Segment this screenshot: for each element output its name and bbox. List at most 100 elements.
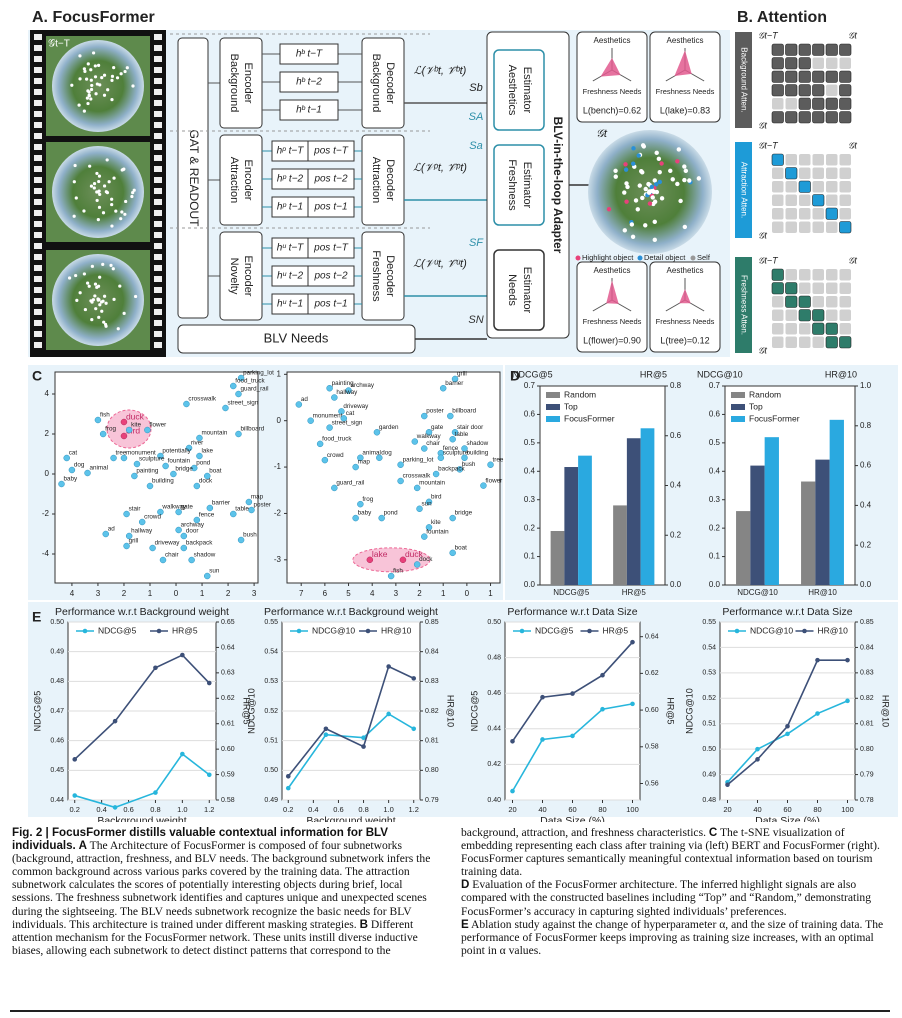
- node-dot: [67, 276, 72, 280]
- sprocket: [154, 265, 162, 271]
- object-dot: [670, 177, 675, 182]
- object-dot: [625, 184, 630, 190]
- series-point: [153, 665, 158, 671]
- radar-score: L(lake)=0.83: [660, 105, 710, 115]
- node-dot: [112, 176, 116, 180]
- atten-cell: [771, 282, 784, 295]
- y2-tick-label: 0.85: [860, 619, 874, 626]
- atten-cell: [839, 323, 851, 335]
- node-dot: [120, 210, 124, 214]
- embedding-point: [399, 556, 407, 564]
- caption-label: Fig. 2 | FocusFormer distills valuable c…: [12, 826, 389, 853]
- score-label: Sb: [469, 82, 482, 94]
- atten-cell: [799, 221, 811, 233]
- node-dot: [124, 199, 128, 204]
- y-tick-label: 0.50: [487, 619, 501, 626]
- sprocket: [154, 188, 162, 194]
- radar-shape: [679, 289, 691, 304]
- node-dot: [110, 78, 114, 82]
- x-tick-label: 1: [488, 589, 493, 598]
- node-dot: [89, 97, 93, 101]
- point-label: crosswalk: [188, 396, 216, 403]
- object-dot: [624, 181, 629, 186]
- embedding-point: [222, 404, 229, 412]
- object-dot: [637, 183, 642, 188]
- node-dot: [74, 196, 78, 200]
- legend-dot: [637, 255, 643, 261]
- x-tick-label: 1: [441, 589, 446, 598]
- x-tick-label: 0.6: [123, 805, 133, 814]
- estimator-box: [493, 249, 545, 331]
- node-dot: [86, 281, 90, 285]
- object-dot: [678, 198, 683, 204]
- y2-axis-title: HR@5: [640, 369, 667, 379]
- atten-cell: [812, 296, 824, 308]
- embedding-point: [120, 418, 128, 426]
- legend-marker: [365, 628, 371, 634]
- series-point: [785, 723, 790, 729]
- embedding-point: [63, 454, 70, 462]
- sprocket: [154, 56, 162, 62]
- node-dot: [94, 307, 98, 311]
- x-tick-label: 80: [598, 805, 606, 814]
- object-dot: [652, 237, 657, 243]
- node-dot: [123, 69, 127, 74]
- embedding-point: [102, 530, 109, 538]
- sprocket: [154, 254, 162, 260]
- series-point: [285, 785, 291, 791]
- caption-paragraph: E Ablation study against the change of h…: [461, 918, 888, 957]
- sprocket: [34, 89, 42, 95]
- y2-tick-label: 0.85: [425, 619, 439, 626]
- series-point: [725, 782, 730, 788]
- node-dot: [115, 76, 120, 80]
- object-dot: [643, 186, 648, 192]
- sprocket: [34, 78, 42, 84]
- encoder-label: Background: [228, 54, 240, 113]
- embedding-point: [157, 452, 164, 460]
- embedding-point: [146, 482, 154, 490]
- x-tick-label: 0: [174, 589, 179, 598]
- embedding-point: [331, 484, 338, 492]
- legend-swatch: [731, 416, 745, 422]
- object-dot: [635, 207, 640, 212]
- atten-label: Attraction Atten.: [739, 162, 748, 218]
- node-dot: [87, 90, 91, 94]
- point-label: river: [191, 440, 203, 447]
- sprocket: [34, 287, 42, 293]
- series-point: [153, 790, 158, 795]
- node-dot: [93, 282, 98, 286]
- x-tick-label: 2: [226, 589, 231, 598]
- sprocket: [34, 320, 42, 326]
- loss-label: ℒ(𝒱ᵖt, 𝒱̂ᵖt): [413, 162, 467, 174]
- y2-tick-label: 0.6: [860, 461, 872, 470]
- node-dot: [102, 320, 106, 324]
- embedding-point: [449, 514, 456, 522]
- point-label: fence: [443, 445, 459, 452]
- x-tick-label: 20: [723, 805, 731, 814]
- object-dot: [654, 189, 660, 195]
- object-dot: [654, 150, 659, 156]
- node-dot: [131, 191, 135, 195]
- plot-area: [504, 621, 641, 801]
- node-dot: [101, 211, 106, 215]
- object-dot: [675, 181, 680, 187]
- x-tick-label: 1: [148, 589, 153, 598]
- atten-cell: [826, 84, 838, 96]
- atten-cell: [825, 97, 838, 110]
- y-tick-label: 0.6: [524, 410, 536, 419]
- node-dot: [94, 92, 98, 96]
- embedding-point: [123, 510, 130, 518]
- embedding-point: [149, 544, 156, 552]
- legend-label: Random: [749, 389, 781, 399]
- sprocket: [34, 342, 42, 348]
- embedding-point: [425, 524, 433, 531]
- point-label: kite: [431, 519, 441, 526]
- y2-tick-label: 0.4: [670, 481, 682, 490]
- point-label: fence: [199, 512, 215, 519]
- object-dot: [606, 207, 612, 212]
- legend-label: Random: [564, 389, 596, 399]
- seq-label: 𝒢t: [848, 140, 857, 150]
- point-label: archway: [351, 382, 375, 389]
- legend-label: HR@10: [818, 625, 849, 635]
- node-dot: [95, 198, 99, 203]
